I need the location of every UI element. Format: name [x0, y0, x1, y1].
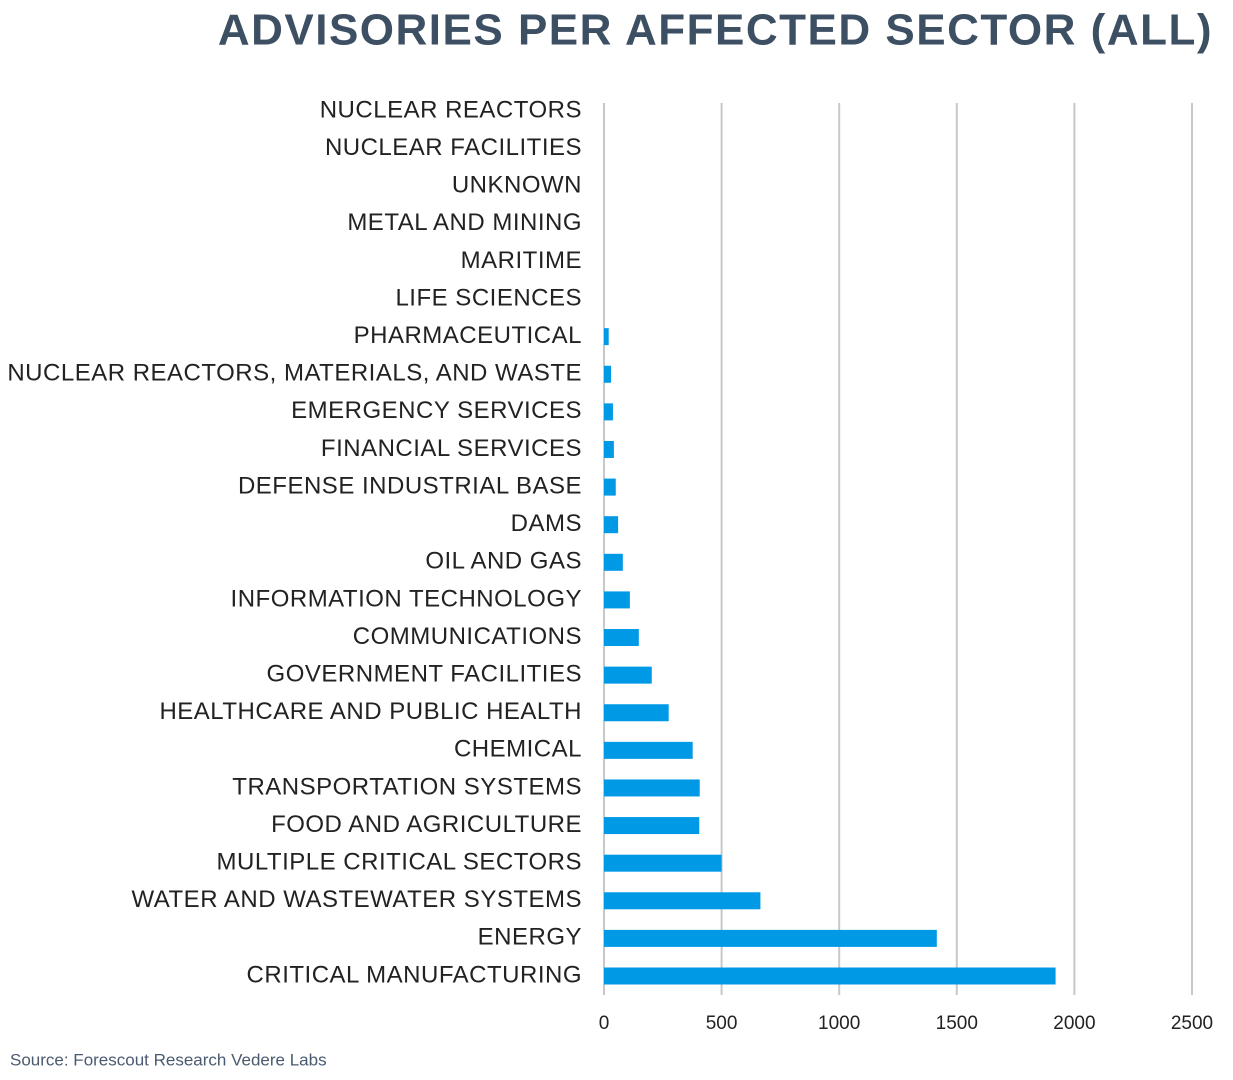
bar: [604, 365, 612, 383]
bar: [604, 892, 761, 910]
y-tick-label: LIFE SCIENCES: [395, 284, 582, 311]
x-tick-label: 2500: [1171, 1013, 1213, 1034]
bar: [604, 967, 1056, 985]
y-tick-label: EMERGENCY SERVICES: [291, 397, 582, 424]
bar: [604, 478, 616, 496]
y-tick-label: NUCLEAR FACILITIES: [325, 134, 582, 161]
y-tick-label: WATER AND WASTEWATER SYSTEMS: [132, 886, 582, 913]
y-tick-label: CHEMICAL: [454, 736, 582, 763]
y-tick-label: FINANCIAL SERVICES: [321, 435, 582, 462]
y-tick-label: MULTIPLE CRITICAL SECTORS: [217, 849, 582, 876]
y-tick-label: PHARMACEUTICAL: [354, 322, 582, 349]
bar: [604, 741, 693, 759]
bar: [604, 403, 613, 421]
y-tick-label: CRITICAL MANUFACTURING: [247, 961, 582, 988]
x-tick-label: 2000: [1053, 1013, 1095, 1034]
source: Source: Forescout Research Vedere Labs: [10, 1050, 327, 1069]
y-tick-label: TRANSPORTATION SYSTEMS: [232, 773, 582, 800]
bar: [604, 929, 937, 947]
bar: [604, 629, 639, 647]
bar: [604, 854, 722, 872]
bar: [604, 779, 700, 797]
x-tick-label: 500: [706, 1013, 738, 1034]
y-tick-label: GOVERNMENT FACILITIES: [267, 660, 582, 687]
bar: [604, 440, 614, 458]
bar: [604, 591, 630, 609]
bar: [604, 516, 619, 534]
chart-title: ADVISORIES PER AFFECTED SECTOR (ALL): [218, 6, 1213, 55]
y-tick-label: HEALTHCARE AND PUBLIC HEALTH: [159, 698, 582, 725]
y-tick-label: MARITIME: [461, 247, 582, 274]
y-tick-label: FOOD AND AGRICULTURE: [271, 811, 582, 838]
y-tick-label: DAMS: [511, 510, 582, 537]
y-tick-label: UNKNOWN: [452, 172, 582, 199]
y-tick-label: COMMUNICATIONS: [353, 623, 582, 650]
y-tick-label: METAL AND MINING: [347, 209, 582, 236]
x-tick-label: 1500: [936, 1013, 978, 1034]
x-tick-label: 0: [599, 1013, 610, 1034]
bar: [604, 817, 700, 835]
y-tick-label: INFORMATION TECHNOLOGY: [231, 585, 582, 612]
y-tick-label: NUCLEAR REACTORS, MATERIALS, AND WASTE: [7, 360, 582, 387]
x-tick-label: 1000: [818, 1013, 860, 1034]
y-tick-label: OIL AND GAS: [425, 548, 582, 575]
y-tick-label: NUCLEAR REACTORS: [320, 96, 582, 123]
bar: [604, 328, 609, 346]
y-tick-label: DEFENSE INDUSTRIAL BASE: [238, 472, 582, 499]
bar: [604, 553, 623, 571]
bar: [604, 704, 669, 722]
y-tick-label: ENERGY: [478, 924, 582, 951]
bar: [604, 666, 652, 684]
